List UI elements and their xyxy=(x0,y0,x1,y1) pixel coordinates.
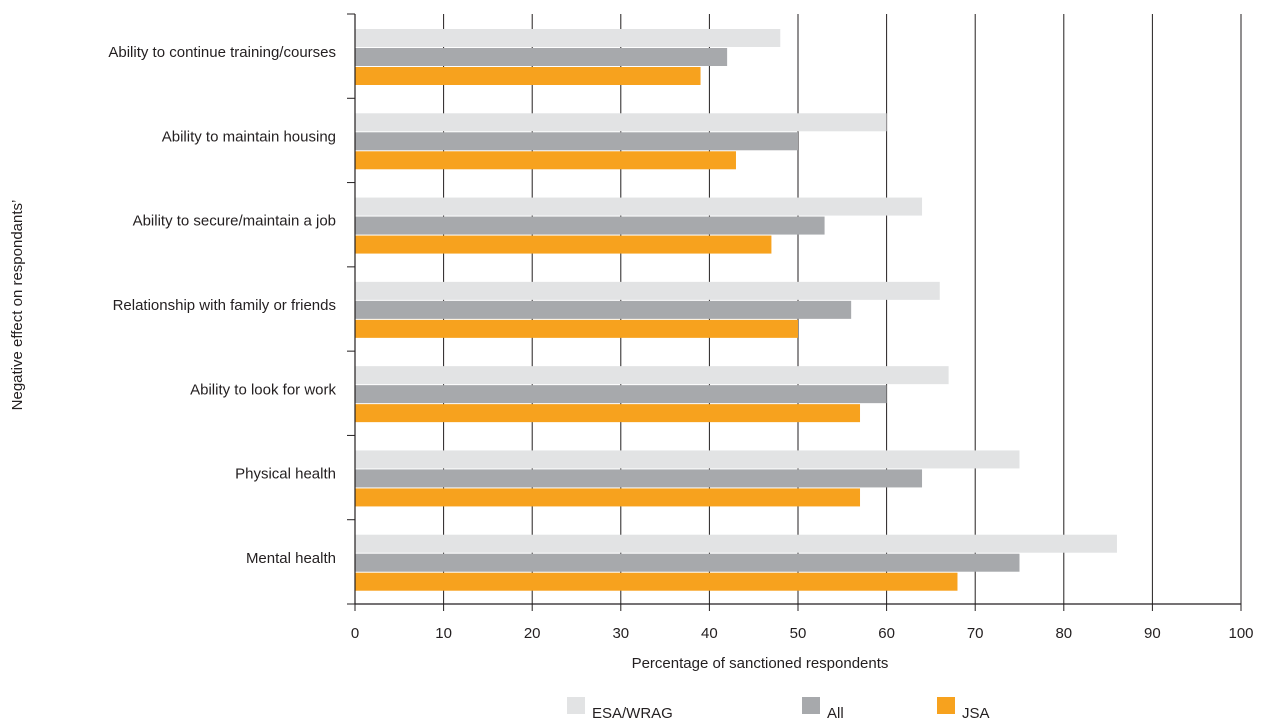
legend-swatch-all xyxy=(802,697,820,714)
x-tick-label: 10 xyxy=(435,625,452,642)
x-tick-label: 30 xyxy=(612,625,629,642)
bar-esa-wrag xyxy=(355,29,781,47)
axes xyxy=(347,13,1242,611)
legend: ESA/WRAG All JSA xyxy=(567,697,990,720)
bar-jsa xyxy=(355,572,958,591)
bar-jsa xyxy=(355,235,772,254)
bar-all xyxy=(355,48,728,66)
x-tick-label: 40 xyxy=(701,625,718,642)
bar-esa-wrag xyxy=(355,197,923,216)
x-tick-label: 20 xyxy=(524,625,541,642)
bar-esa-wrag xyxy=(355,534,1117,553)
x-tick-label: 60 xyxy=(878,625,895,642)
bar-esa-wrag xyxy=(355,113,887,132)
x-tick-label: 80 xyxy=(1055,625,1072,642)
category-label: Ability to continue training/courses xyxy=(108,44,336,61)
bar-esa-wrag xyxy=(355,450,1020,469)
bar-all xyxy=(355,216,825,235)
category-label: Mental health xyxy=(246,550,336,567)
category-label: Ability to secure/maintain a job xyxy=(133,213,336,230)
legend-label-jsa: JSA xyxy=(962,705,990,720)
legend-label-all: All xyxy=(827,705,844,720)
bar-jsa xyxy=(355,319,798,338)
bar-jsa xyxy=(355,151,736,170)
bar-esa-wrag xyxy=(355,281,940,300)
category-label: Ability to maintain housing xyxy=(162,128,336,145)
y-axis-title: Negative effect on respondants’ xyxy=(9,200,26,411)
x-tick-label: 90 xyxy=(1144,625,1161,642)
bar-all xyxy=(355,553,1020,572)
bar-esa-wrag xyxy=(355,366,949,385)
bar-all xyxy=(355,132,798,151)
legend-label-esa-wrag: ESA/WRAG xyxy=(592,705,673,720)
x-axis-title: Percentage of sanctioned respondents xyxy=(632,655,889,672)
category-label: Physical health xyxy=(235,466,336,483)
category-label: Ability to look for work xyxy=(190,381,336,398)
x-tick-label: 0 xyxy=(351,625,359,642)
bar-all xyxy=(355,469,923,488)
x-tick-label: 70 xyxy=(967,625,984,642)
bar-all xyxy=(355,300,852,319)
category-labels: Ability to continue training/courses Abil… xyxy=(108,44,336,567)
legend-swatch-esa-wrag xyxy=(567,697,585,714)
x-tick-label: 100 xyxy=(1228,625,1253,642)
bar-jsa xyxy=(355,488,861,507)
bar-all xyxy=(355,385,887,404)
bar-jsa xyxy=(355,67,701,85)
x-tick-labels: 0 10 20 30 40 50 60 70 80 90 100 xyxy=(351,625,1254,642)
legend-swatch-jsa xyxy=(937,697,955,714)
x-tick-label: 50 xyxy=(790,625,807,642)
bars xyxy=(355,29,1117,591)
bar-jsa xyxy=(355,404,861,423)
category-label: Relationship with family or friends xyxy=(113,297,336,314)
